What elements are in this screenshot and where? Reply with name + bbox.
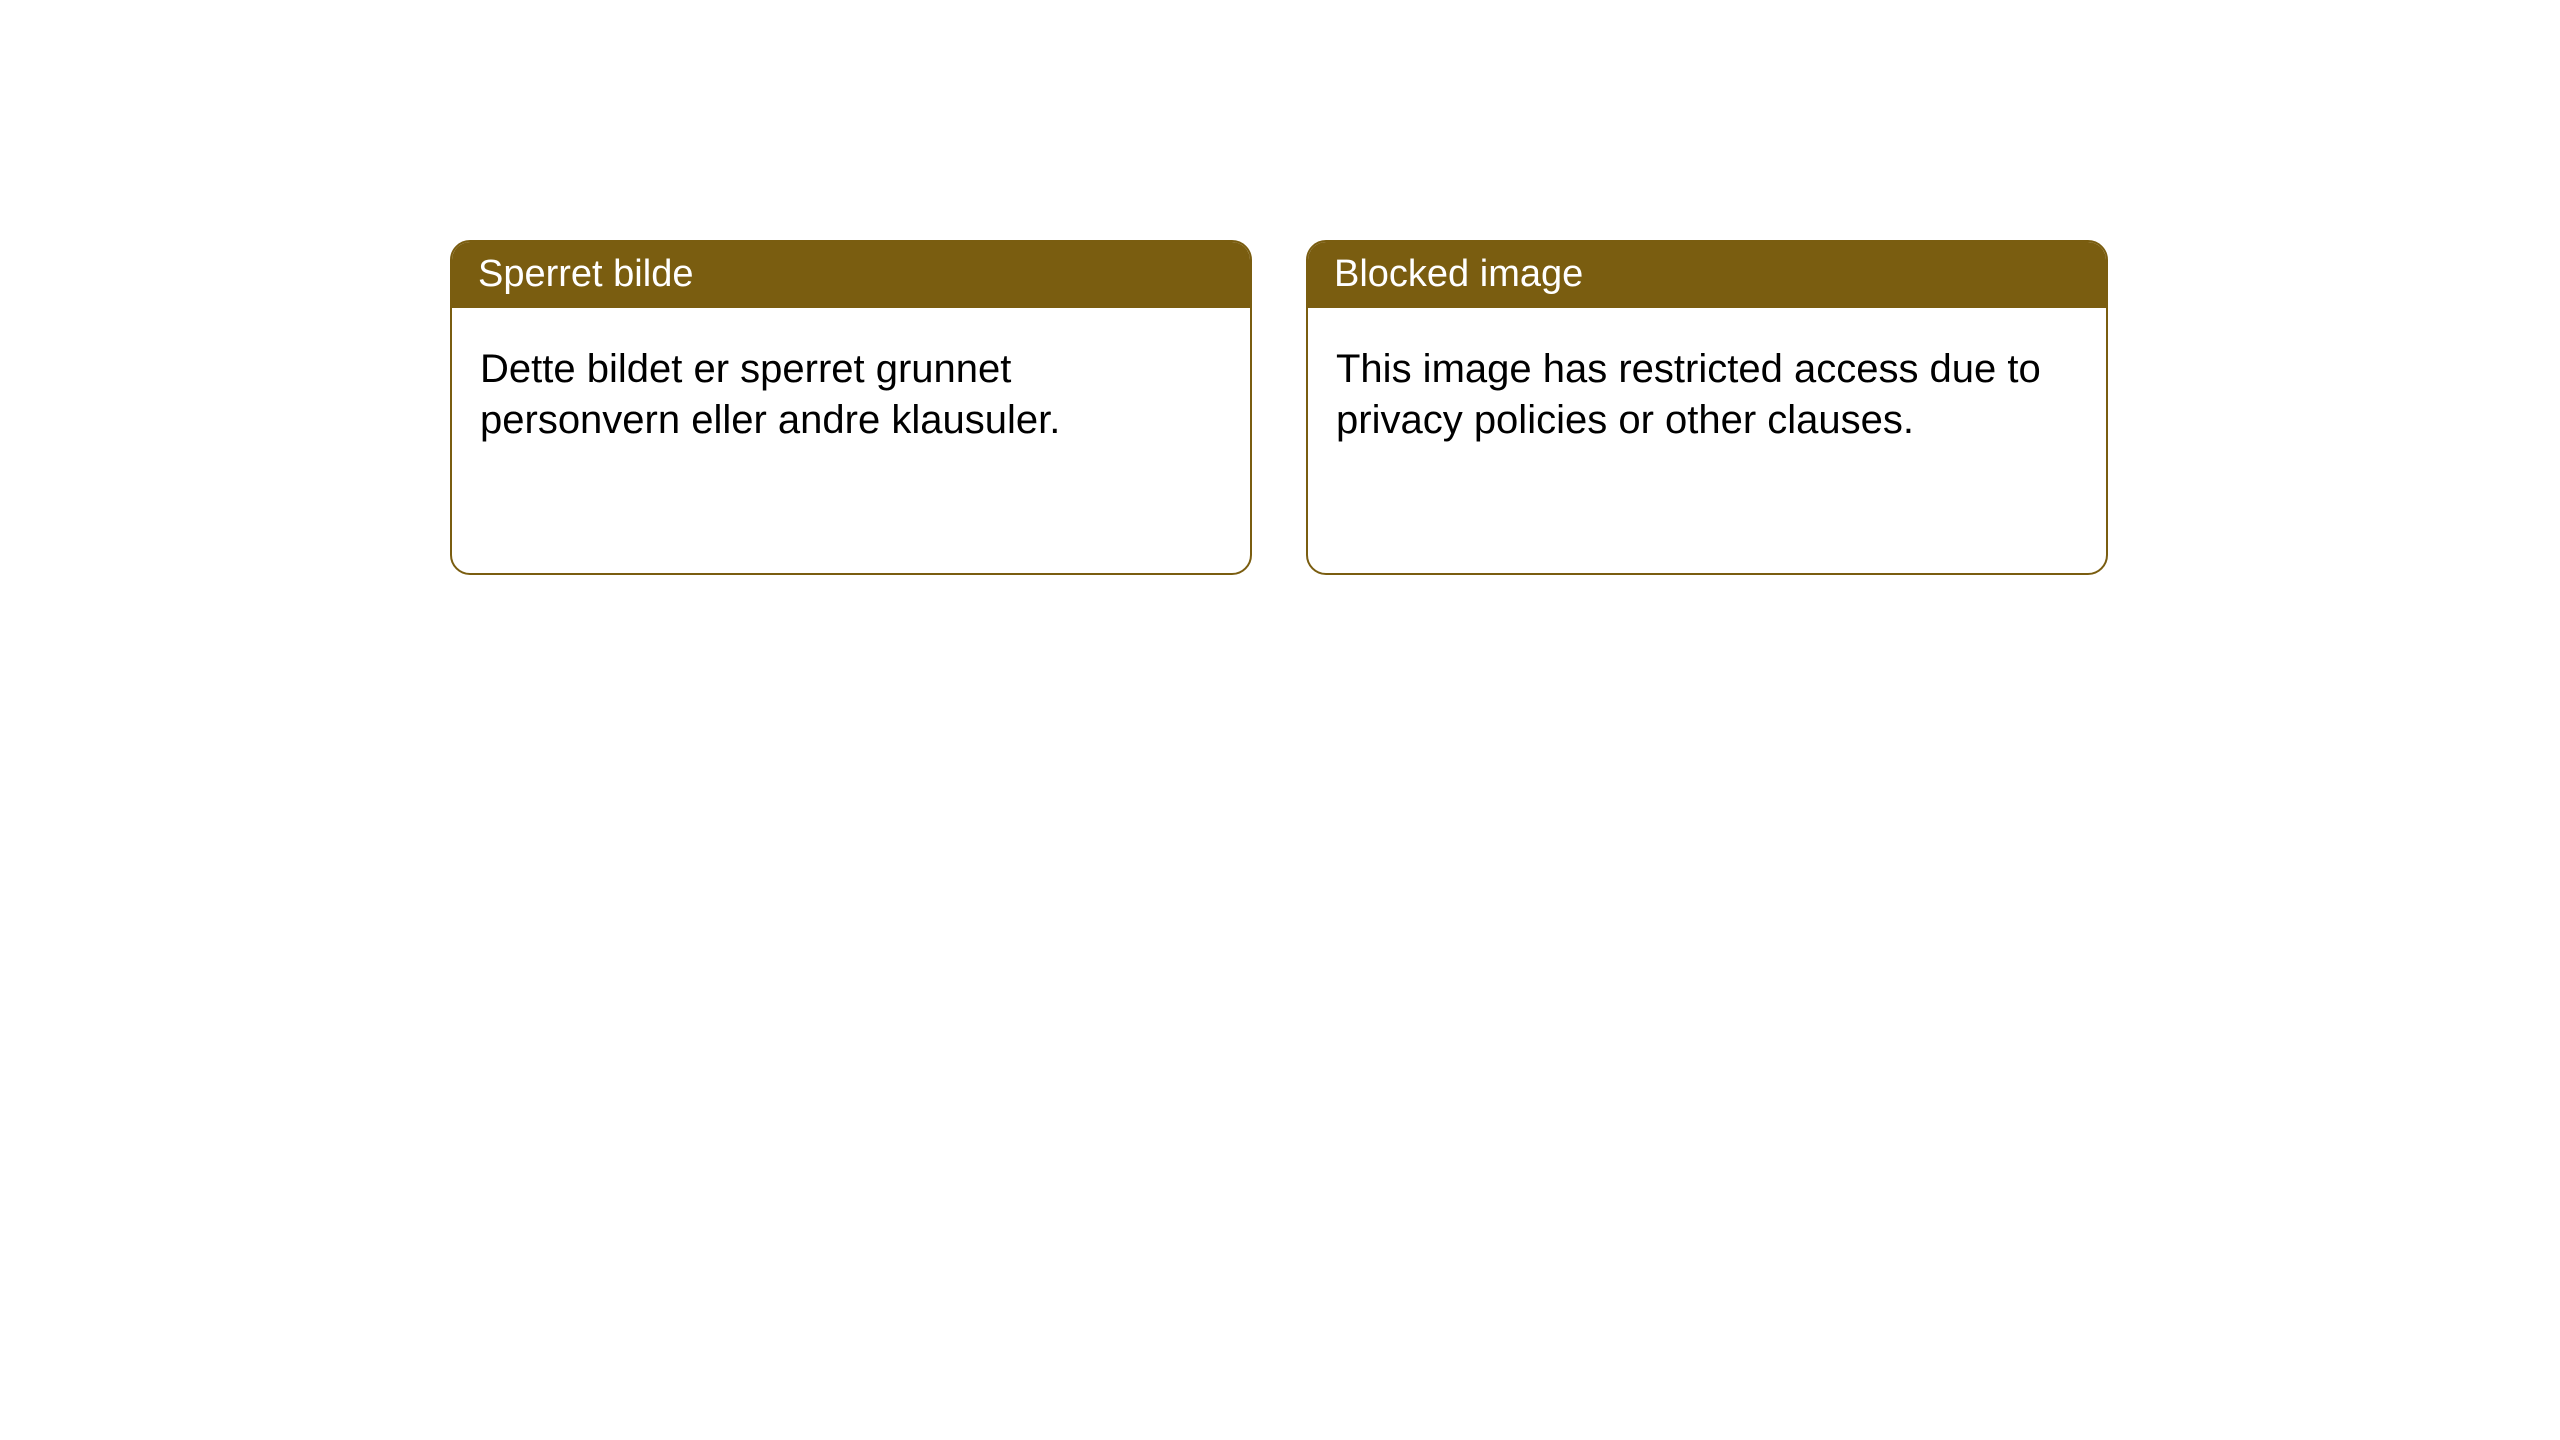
notice-box-english: Blocked image This image has restricted … bbox=[1306, 240, 2108, 575]
notice-header: Blocked image bbox=[1308, 242, 2106, 308]
notice-box-norwegian: Sperret bilde Dette bildet er sperret gr… bbox=[450, 240, 1252, 575]
notice-container: Sperret bilde Dette bildet er sperret gr… bbox=[0, 0, 2560, 575]
notice-body: Dette bildet er sperret grunnet personve… bbox=[452, 308, 1250, 475]
notice-header: Sperret bilde bbox=[452, 242, 1250, 308]
notice-body: This image has restricted access due to … bbox=[1308, 308, 2106, 475]
